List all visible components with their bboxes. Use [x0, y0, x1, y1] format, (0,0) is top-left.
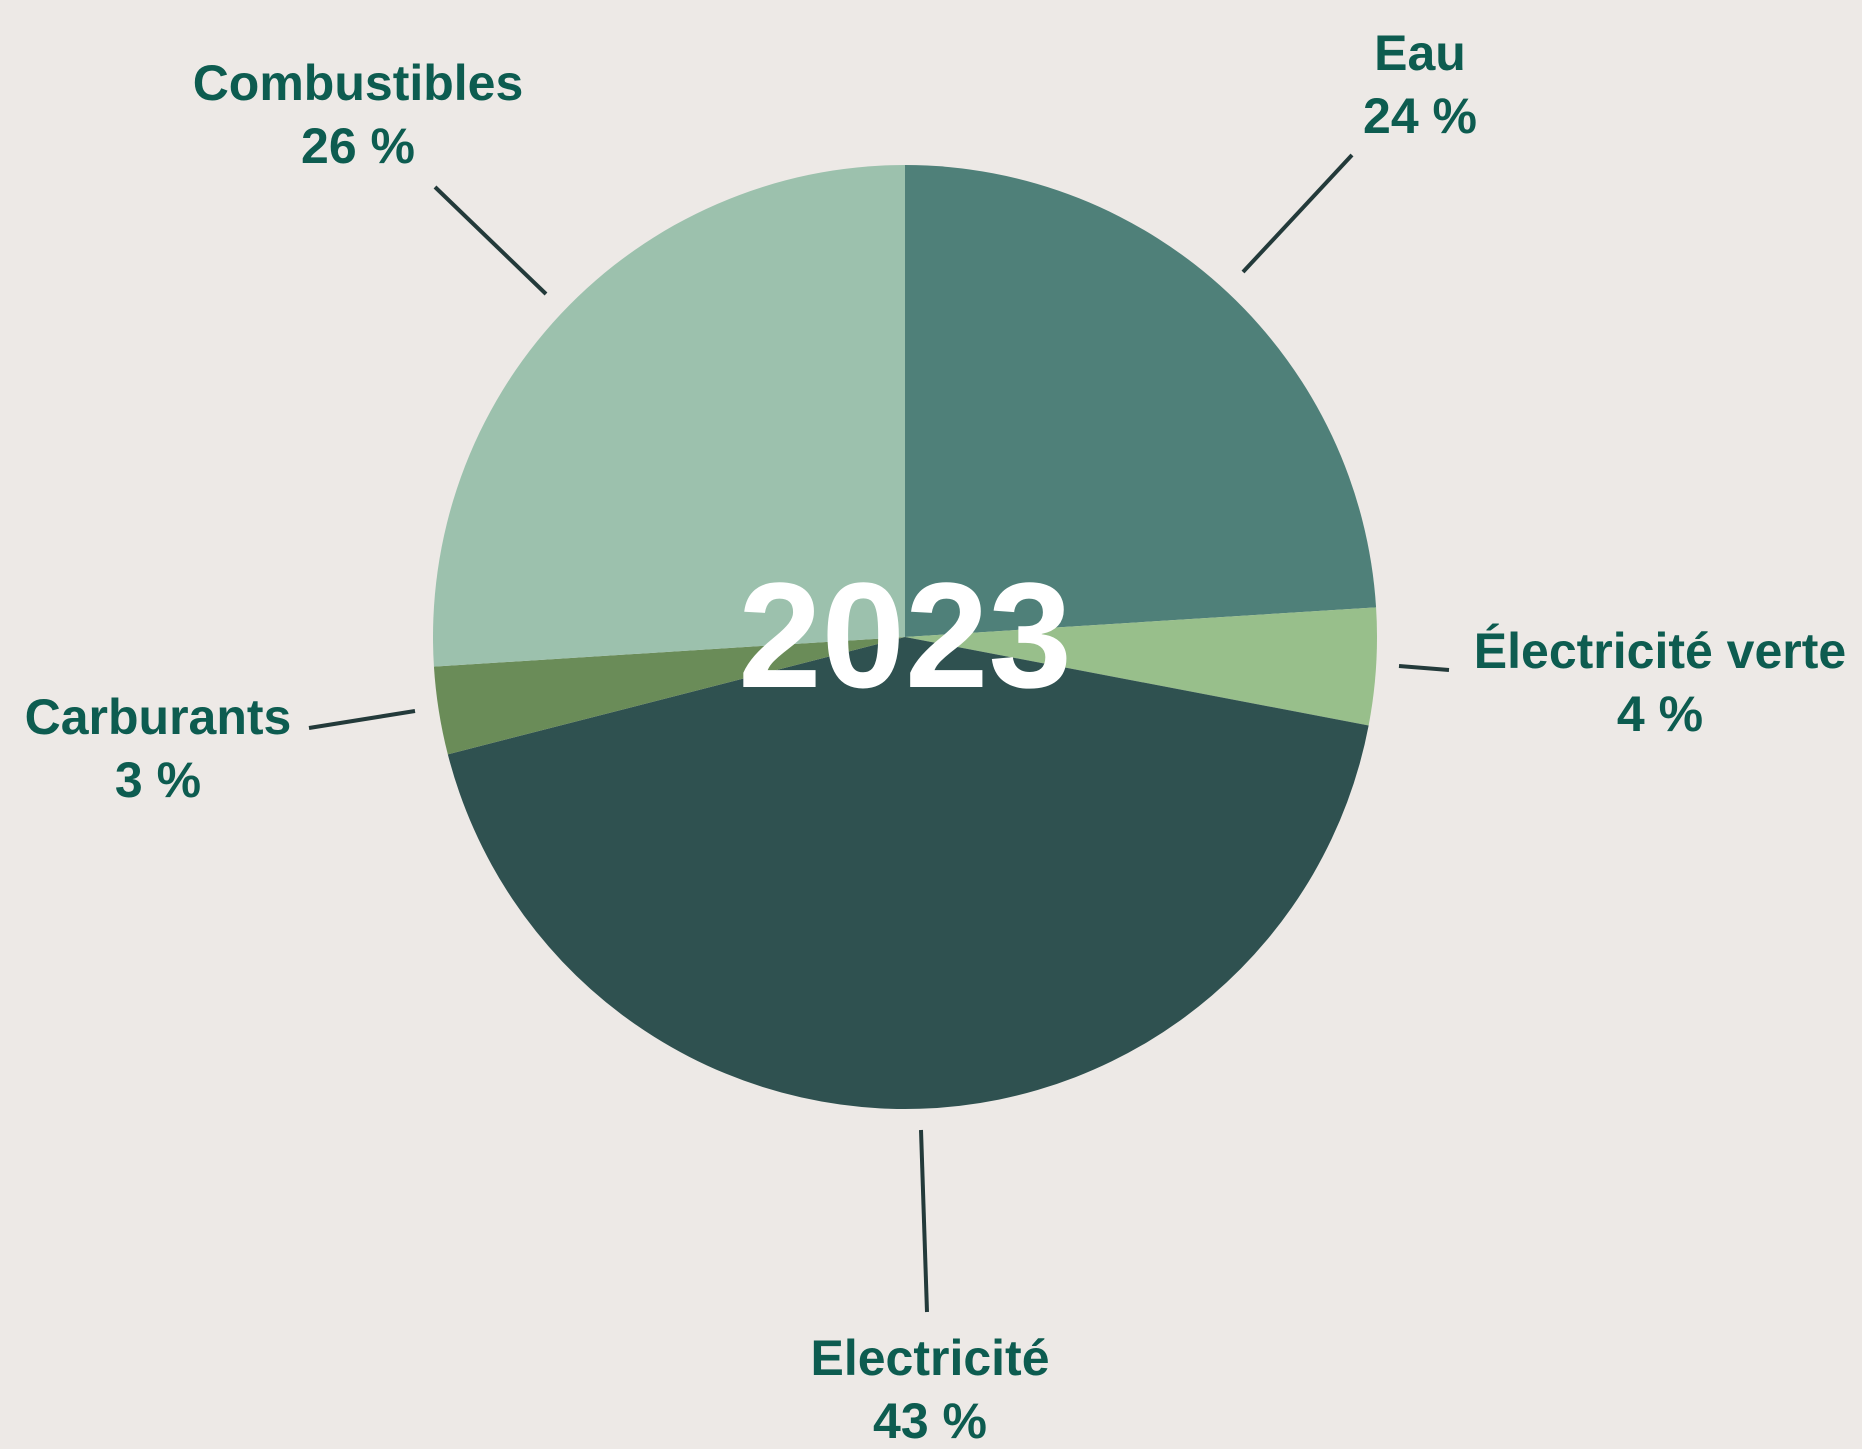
pie-slice-electricite — [447, 637, 1369, 1109]
pie-slice-electricite-verte — [905, 607, 1377, 726]
leader-line-carburants — [308, 709, 416, 730]
labels-layer: Eau 24 % Électricité verte 4 % Electricité 43… — [25, 25, 1847, 1449]
slice-value-combustibles: 26 % — [301, 118, 415, 174]
pie-slice-eau — [905, 165, 1377, 637]
center-year-label: 2023 — [738, 551, 1072, 719]
pie-slice-carburants — [433, 637, 905, 755]
slice-value-electricite: 43 % — [873, 1393, 987, 1449]
slices-layer — [433, 165, 1377, 1109]
slice-label-electricite-verte: Électricité verte — [1474, 623, 1846, 679]
slice-label-carburants: Carburants — [25, 689, 292, 745]
pie-slice-combustibles — [433, 165, 905, 667]
leader-lines-layer — [308, 153, 1450, 1313]
slice-label-electricite: Electricité — [810, 1330, 1049, 1386]
slice-value-electricite-verte: 4 % — [1617, 686, 1703, 742]
slice-label-combustibles: Combustibles — [193, 55, 524, 111]
slice-value-carburants: 3 % — [115, 752, 201, 808]
leader-line-electricite — [919, 1129, 929, 1313]
slice-value-eau: 24 % — [1363, 88, 1477, 144]
leader-line-electricite-verte — [1398, 664, 1450, 672]
leader-line-combustibles — [433, 185, 548, 296]
leader-line-eau — [1241, 153, 1354, 274]
slice-label-eau: Eau — [1374, 25, 1466, 81]
